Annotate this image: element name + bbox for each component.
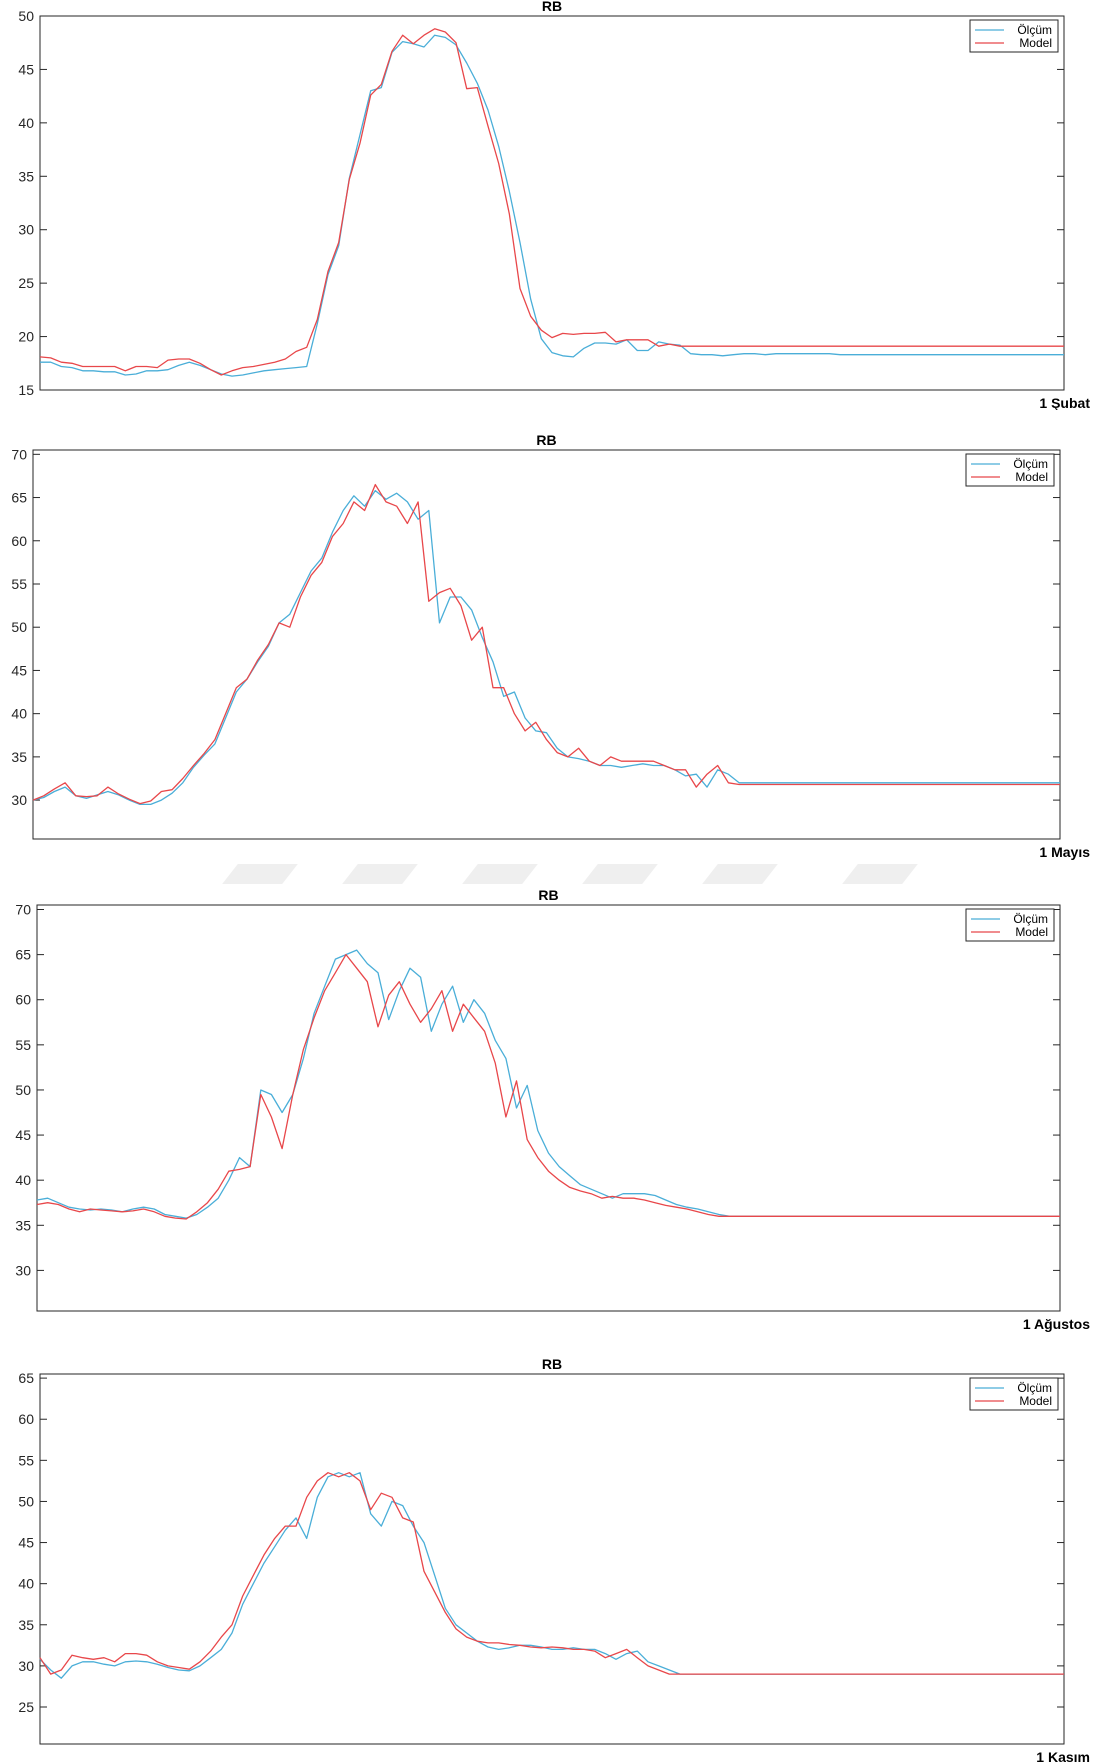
y-tick-label: 70: [11, 446, 27, 462]
y-tick-label: 20: [18, 329, 34, 345]
legend-label: Ölçüm: [1017, 1381, 1052, 1395]
legend-label: Ölçüm: [1017, 23, 1052, 37]
date-label: 1 Mayıs: [1039, 844, 1090, 860]
y-tick-label: 60: [11, 533, 27, 549]
series-line-model: [32, 483, 1060, 805]
y-tick-label: 35: [15, 1217, 31, 1233]
y-tick-label: 55: [15, 1037, 31, 1053]
y-tick-label: 65: [18, 1370, 34, 1386]
y-tick-label: 40: [18, 1576, 34, 1592]
legend-label: Model: [1019, 36, 1052, 50]
legend-box: [969, 19, 1059, 53]
y-tick-label: 25: [18, 275, 34, 291]
date-label: 1 Şubat: [1039, 395, 1090, 410]
y-tick-label: 55: [18, 1452, 34, 1468]
y-tick-label: 30: [11, 792, 27, 808]
chart-panel-kasim: RB 25 30 35 40 45 50 55 60 65 Ölçüm Model 1 Kasım: [0, 1352, 1096, 1762]
y-tick-label: 45: [18, 61, 34, 77]
y-tick-label: 65: [11, 490, 27, 506]
chart-title: RB: [542, 1356, 562, 1372]
y-tick-label: 40: [15, 1172, 31, 1188]
y-tick-label: 35: [18, 168, 34, 184]
legend-label: Ölçüm: [1013, 912, 1048, 926]
y-tick-label: 40: [18, 115, 34, 131]
y-tick-label: 35: [18, 1617, 34, 1633]
y-tick-label: 45: [18, 1535, 34, 1551]
series-line-measured: [40, 34, 1064, 377]
date-label: 1 Kasım: [1036, 1749, 1090, 1762]
chart-title: RB: [542, 0, 562, 14]
y-tick-label: 30: [18, 1658, 34, 1674]
chart-title: RB: [536, 432, 556, 448]
legend-label: Ölçüm: [1013, 457, 1048, 471]
chart-panel-subat: RB 15 20 25 30 35 40 45 50 Ölçüm Model 1 Şubat: [0, 0, 1096, 410]
y-tick-label: 15: [18, 382, 34, 398]
series-line-model: [36, 953, 1060, 1220]
date-label: 1 Ağustos: [1023, 1316, 1090, 1332]
y-tick-label: 40: [11, 706, 27, 722]
y-tick-label: 55: [11, 576, 27, 592]
y-tick-label: 50: [15, 1082, 31, 1098]
y-tick-label: 60: [15, 992, 31, 1008]
legend-label: Model: [1015, 470, 1048, 484]
y-tick-label: 50: [11, 619, 27, 635]
plot-frame: [39, 1373, 1065, 1745]
y-tick-label: 70: [15, 902, 31, 918]
legend-label: Model: [1015, 925, 1048, 939]
series-line-model: [39, 1472, 1064, 1675]
series-line-measured: [36, 949, 1060, 1219]
plot-frame: [32, 449, 1061, 840]
y-tick-label: 35: [11, 749, 27, 765]
legend-box: [965, 908, 1055, 942]
series-line-measured: [32, 489, 1060, 806]
y-tick-label: 30: [15, 1262, 31, 1278]
legend-box: [965, 453, 1055, 487]
series-line-model: [39, 28, 1064, 376]
y-tick-label: 30: [18, 222, 34, 238]
chart-panel-mayis: RB 30 35 40 45 50 55 60 65 70 Ölçüm Model 1 Mayıs: [0, 430, 1096, 875]
legend-label: Model: [1019, 1394, 1052, 1408]
y-tick-label: 50: [18, 8, 34, 24]
plot-frame: [39, 15, 1065, 391]
y-tick-label: 50: [18, 1493, 34, 1509]
y-tick-label: 60: [18, 1411, 34, 1427]
chart-panel-agustos: RB 30 35 40 45 50 55 60 65 70 Ölçüm Model 1 Ağustos: [0, 885, 1096, 1335]
chart-title: RB: [538, 887, 558, 903]
y-tick-label: 25: [18, 1699, 34, 1715]
legend-box: [969, 1377, 1059, 1411]
plot-frame: [36, 904, 1061, 1312]
y-tick-label: 65: [15, 947, 31, 963]
y-tick-label: 45: [15, 1127, 31, 1143]
y-tick-label: 45: [11, 662, 27, 678]
